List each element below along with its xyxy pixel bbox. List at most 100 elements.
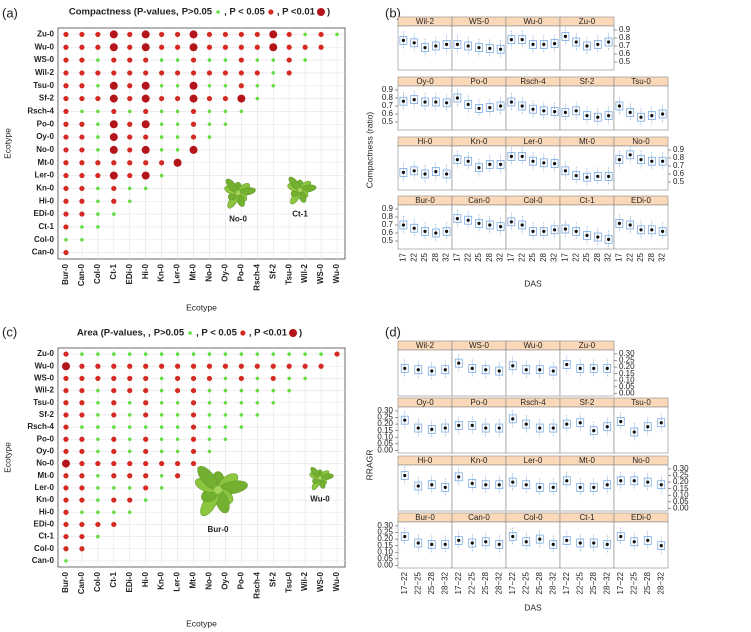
x-tick-label: 28−32 xyxy=(656,571,665,594)
box xyxy=(454,472,463,482)
x-tick-label: Ct-1 xyxy=(109,571,118,587)
median xyxy=(542,109,546,113)
median xyxy=(551,542,555,546)
p-value-dot xyxy=(159,486,164,490)
p-value-dot xyxy=(189,81,198,90)
p-value-dot xyxy=(159,173,164,178)
p-value-dot xyxy=(63,44,69,50)
p-value-dot xyxy=(63,31,69,38)
y-tick-label: 0.8 xyxy=(382,93,394,102)
strip-label: Po-0 xyxy=(471,398,488,407)
y-tick-label: Hi-0 xyxy=(39,507,55,516)
box xyxy=(562,536,571,545)
x-tick-label: 22 xyxy=(571,252,580,261)
box xyxy=(508,532,517,541)
p-value-dot xyxy=(303,32,307,37)
box xyxy=(626,220,635,230)
p-value-dot xyxy=(96,473,100,478)
p-value-dot xyxy=(287,352,291,356)
y-tick-label: 0.30 xyxy=(673,464,689,473)
p-value-dot xyxy=(63,70,69,76)
x-tick-label: Wil-2 xyxy=(300,571,309,591)
p-value-dot xyxy=(127,437,132,442)
p-value-dot xyxy=(143,160,149,166)
p-value-dot xyxy=(159,352,164,356)
p-value-dot xyxy=(237,94,246,103)
box xyxy=(481,423,490,433)
median xyxy=(578,421,582,425)
box xyxy=(658,156,667,166)
panel-label: (a) xyxy=(2,5,18,20)
y-tick-label: 0.5 xyxy=(673,177,685,186)
y-tick-label: 0.00 xyxy=(619,388,635,397)
box xyxy=(604,37,613,47)
p-value-dot xyxy=(190,436,197,442)
median xyxy=(617,221,622,225)
box xyxy=(539,106,548,116)
median xyxy=(403,473,407,478)
strip-label: Ler-0 xyxy=(524,137,543,146)
y-tick-label: 0.7 xyxy=(619,41,631,50)
p-value-dot xyxy=(96,135,100,139)
box xyxy=(507,152,516,161)
median xyxy=(416,484,420,488)
median xyxy=(430,483,434,487)
p-value-dot xyxy=(238,83,244,89)
x-tick-label: 17−22 xyxy=(400,571,409,594)
strip-label: Can-0 xyxy=(468,196,490,205)
median xyxy=(412,98,416,102)
median xyxy=(574,109,578,113)
median xyxy=(497,542,501,546)
strip-label: WS-0 xyxy=(469,341,490,350)
median xyxy=(484,483,488,487)
p-value-dot xyxy=(159,95,165,102)
p-value-dot xyxy=(207,109,212,114)
median xyxy=(592,485,596,489)
median xyxy=(542,229,546,233)
y-tick-label: Ct-1 xyxy=(38,532,54,541)
strip-label: Po-0 xyxy=(471,77,488,86)
p-value-dot xyxy=(286,70,292,76)
box xyxy=(507,35,516,44)
median xyxy=(585,175,589,179)
x-tick-label: Col-0 xyxy=(93,571,102,592)
median xyxy=(511,364,515,368)
legend-label: P>0.05 xyxy=(154,328,185,339)
p-value-dot xyxy=(96,498,100,502)
box xyxy=(576,482,585,492)
strip-label: Oy-0 xyxy=(416,398,434,407)
median xyxy=(563,169,568,173)
photo-label: No-0 xyxy=(229,214,247,223)
p-value-dot xyxy=(207,83,212,88)
y-tick-label: WS-0 xyxy=(34,55,55,64)
x-tick-label: 22 xyxy=(517,252,526,261)
y-tick-label: 0.20 xyxy=(377,419,393,428)
median xyxy=(470,481,474,485)
p-value-dot xyxy=(175,413,180,417)
x-tick-label: 25 xyxy=(420,252,429,261)
box xyxy=(496,160,505,169)
p-value-dot xyxy=(223,437,228,442)
median xyxy=(509,38,513,42)
p-value-dot xyxy=(111,70,117,76)
median xyxy=(542,42,546,47)
box xyxy=(576,418,585,428)
p-value-dot xyxy=(80,109,84,114)
x-tick-label: Can-0 xyxy=(77,571,86,594)
p-value-dot xyxy=(79,497,85,503)
p-value-dot xyxy=(63,83,69,89)
p-value-dot xyxy=(190,70,197,76)
median xyxy=(445,101,449,105)
p-value-dot xyxy=(127,95,133,102)
p-value-dot xyxy=(271,400,276,405)
p-value-dot xyxy=(254,44,260,50)
p-value-dot xyxy=(254,363,260,369)
x-tick-label: EDi-0 xyxy=(125,571,134,592)
strip-label: Wil-2 xyxy=(416,341,435,350)
median xyxy=(605,483,609,487)
panel-label: (c) xyxy=(2,324,17,339)
p-value-dot xyxy=(141,81,150,90)
y-tick-label: 0.8 xyxy=(382,212,394,221)
box xyxy=(468,538,477,548)
median xyxy=(592,366,596,370)
